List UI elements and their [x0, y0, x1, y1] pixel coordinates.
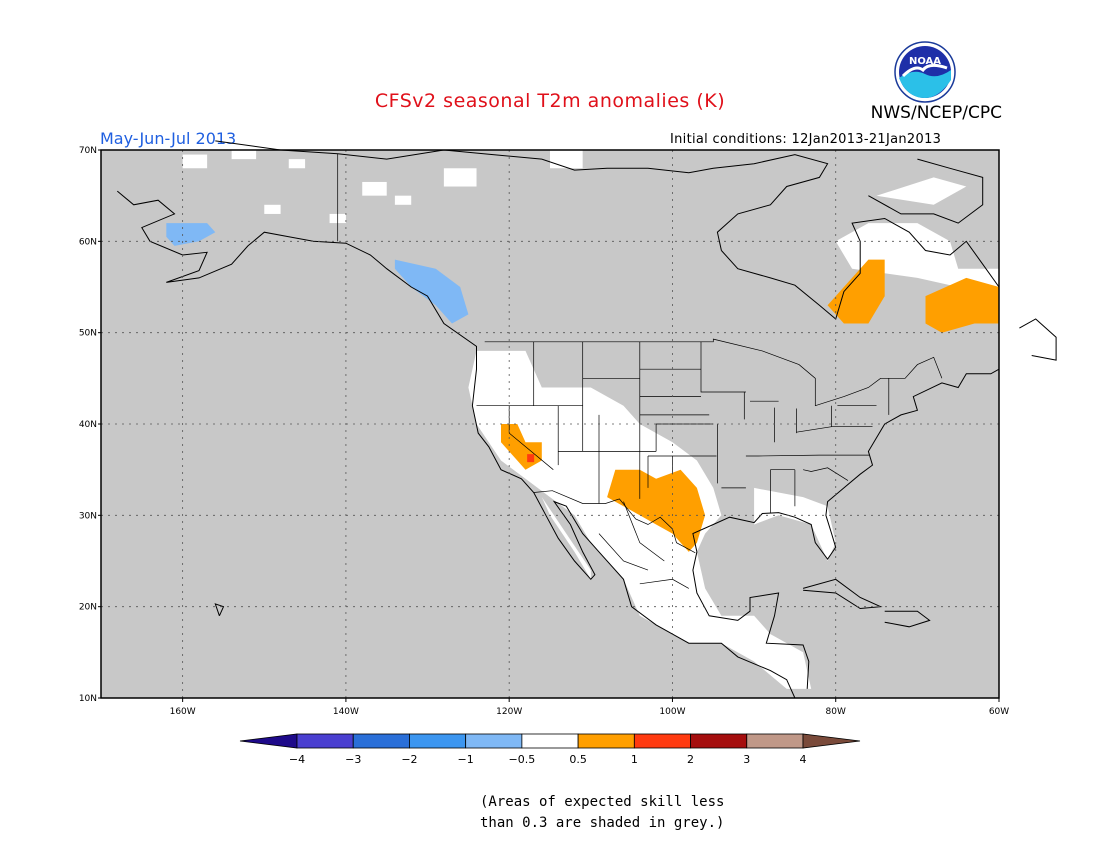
anomaly-hudson-bay-warm: [827, 259, 885, 324]
baffin-coastline: [868, 158, 984, 224]
us-mexico-border: [533, 490, 696, 554]
logo-text: NOAA: [909, 56, 941, 67]
colorbar-label: 4: [800, 753, 807, 766]
colorbar-box: [690, 733, 748, 749]
anomaly-bc-coast-cool: [394, 259, 469, 324]
state-border: [745, 454, 870, 457]
state-border: [508, 405, 554, 470]
lat-tick-label: 20N: [79, 603, 97, 613]
hot-spot: [527, 454, 535, 463]
lat-tick-label: 30N: [79, 511, 97, 521]
skill-note-line1: (Areas of expected skill less: [480, 794, 725, 810]
colorbar-label: 1: [631, 753, 638, 766]
white-baja: [541, 497, 591, 580]
colorbar-arrow-high: [802, 733, 861, 749]
lon-tick-label: 100W: [659, 707, 685, 717]
lon-tick-label: 60W: [989, 707, 1009, 717]
us-canada-border: [484, 338, 943, 407]
white-patch: [443, 168, 477, 187]
colorbar-label: −4: [289, 753, 305, 766]
anomaly-southern-plains-warm: [607, 469, 706, 552]
anomaly-labrador-warm: [925, 277, 999, 333]
gulf-coastline: [692, 551, 810, 689]
mexico-state-border: [598, 533, 649, 571]
colorbar-label: 2: [687, 753, 694, 766]
skill-note-line2: than 0.3 are shaded in grey.): [480, 815, 725, 831]
state-border: [700, 341, 746, 393]
map-panel: 70N 60N 50N 40N 30N 20N 10N 160W 140W 120W 100W 80W…: [79, 140, 1057, 717]
lon-tick-label: 160W: [170, 707, 196, 717]
colorbar-box: [296, 733, 354, 749]
colorbar-box: [409, 733, 467, 749]
white-patch: [182, 154, 208, 169]
state-border: [803, 467, 849, 481]
white-gulf-coast: [754, 487, 836, 561]
colorbar-box: [577, 733, 635, 749]
state-border: [655, 423, 714, 452]
colorbar-label: −0.5: [509, 753, 536, 766]
colorbar-label: 3: [743, 753, 750, 766]
lat-tick-label: 50N: [79, 329, 97, 339]
lat-tick-label: 40N: [79, 420, 97, 430]
lon-tick-label: 120W: [496, 707, 522, 717]
initial-conditions: Initial conditions: 12Jan2013-21Jan2013: [670, 132, 942, 147]
mexico-state-border: [639, 578, 689, 589]
colorbar-label: −1: [458, 753, 474, 766]
colorbar-label: −3: [345, 753, 361, 766]
lat-tick-label: 70N: [79, 146, 97, 156]
mexico-state-border: [623, 501, 665, 562]
hudson-bay-coastline: [721, 217, 1000, 320]
colorbar-box: [633, 733, 691, 749]
chart-title: CFSv2 seasonal T2m anomalies (K): [374, 90, 726, 112]
white-patch: [231, 148, 257, 160]
colorbar-box: [465, 733, 523, 749]
colorbar-label: −2: [401, 753, 417, 766]
hawaii-outline: [214, 603, 225, 617]
colorbar-arrow-low: [239, 733, 298, 749]
white-patch: [550, 150, 583, 169]
white-patch: [394, 195, 412, 205]
white-land-west: [468, 350, 812, 689]
colorbar-box: [521, 733, 579, 749]
skill-note: (Areas of expected skill less than 0.3 a…: [480, 792, 724, 834]
lon-tick-label: 80W: [826, 707, 846, 717]
white-patch: [362, 181, 387, 196]
white-baffin: [876, 177, 967, 205]
lat-tick-label: 10N: [79, 694, 97, 704]
white-patch: [264, 204, 281, 214]
lat-tick-label: 60N: [79, 237, 97, 247]
noaa-logo: NOAA: [894, 41, 956, 103]
lon-tick-label: 140W: [333, 707, 359, 717]
organization-label: NWS/NCEP/CPC: [870, 103, 1002, 123]
colorbar-box: [352, 733, 410, 749]
colorbar-box: [746, 733, 804, 749]
colorbar-label: 0.5: [569, 753, 587, 766]
atlantic-coastline: [692, 368, 1000, 561]
newfoundland-outline: [1019, 318, 1057, 361]
forecast-period: May-Jun-Jul 2013: [100, 129, 237, 148]
arctic-coastline: [215, 140, 829, 251]
white-quebec-north: [835, 223, 999, 297]
pacific-coastline: [116, 190, 796, 699]
colorbar: −4 −3 −2 −1 −0.5 0.5 1 2 3 4: [239, 733, 861, 766]
hispaniola-outline: [884, 610, 931, 628]
white-patch: [288, 159, 306, 169]
anomaly-alaska-cool: [166, 223, 216, 246]
